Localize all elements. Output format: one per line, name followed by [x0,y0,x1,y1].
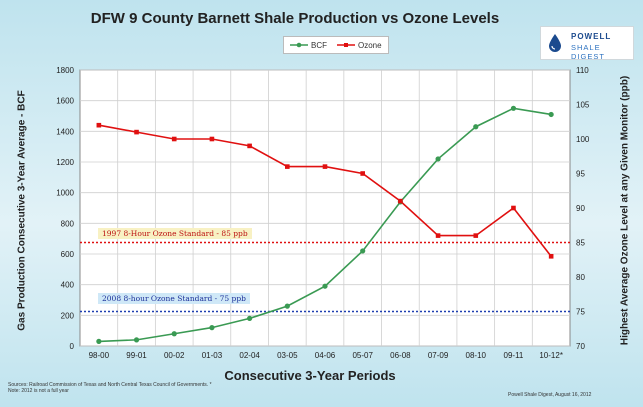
x-tick-label: 08-10 [466,351,487,360]
data-point-ozone [548,254,554,259]
logo-line-1: POWELL [571,32,612,41]
data-point-bcf [548,111,554,118]
y-right-tick-label: 105 [576,101,590,110]
data-point-bcf [510,105,517,111]
y-right-tick-label: 75 [576,308,585,317]
y-right-tick-label: 95 [576,170,585,179]
x-tick-label: 07-09 [428,351,449,360]
oil-drop-icon [549,34,561,52]
y-left-tick-label: 600 [61,250,75,259]
y-left-tick-label: 0 [70,342,75,351]
y-axis-right-label: Highest Average Ozone Level at any Given… [619,75,631,346]
y-right-tick-label: 110 [576,66,589,75]
y-left-tick-label: 200 [61,311,75,320]
y-right-tick-label: 80 [576,273,585,282]
legend-item-ozone: Ozone [337,41,382,50]
data-point-bcf [322,283,328,289]
y-left-tick-label: 1400 [56,127,74,136]
x-tick-label: 01-03 [202,351,223,360]
data-point-bcf [284,303,290,309]
legend-item-bcf: BCF [290,41,327,50]
x-tick-label: 06-08 [390,351,411,360]
data-point-bcf [209,325,215,331]
x-tick-label: 10-12* [539,351,563,360]
data-point-bcf [473,124,479,130]
chart-legend: BCF Ozone [283,36,389,54]
legend-swatch-ozone [337,43,355,47]
y-left-tick-label: 1600 [56,97,74,106]
data-point-ozone [360,171,365,176]
data-point-bcf [133,337,140,343]
data-point-ozone [435,233,441,238]
y-left-tick-label: 800 [61,219,75,228]
x-tick-label: 99-01 [126,351,147,360]
chart-title: DFW 9 County Barnett Shale Production vs… [90,10,500,27]
data-point-ozone [285,164,290,169]
y-left-tick-label: 400 [61,281,75,290]
y-left-tick-label: 1200 [56,158,74,167]
legend-label-ozone: Ozone [358,40,382,50]
x-tick-label: 98-00 [89,351,110,360]
data-point-bcf [96,338,102,344]
y-right-tick-label: 100 [576,135,590,144]
data-point-ozone [209,136,215,142]
data-point-bcf [435,156,441,162]
data-point-ozone [171,136,177,142]
data-point-ozone [473,233,479,238]
ozone-standard-85-label: 1997 8-Hour Ozone Standard - 85 ppb [98,228,252,239]
data-point-bcf [247,315,253,321]
x-tick-label: 04-06 [315,351,336,360]
data-point-bcf [171,331,177,337]
x-tick-label: 00-02 [164,351,185,360]
x-axis-label: Consecutive 3-Year Periods [224,368,396,383]
y-right-tick-label: 85 [576,239,585,248]
data-point-ozone [134,129,139,135]
y-left-tick-label: 1000 [56,189,74,198]
source-credit: Powell Shale Digest, August 16, 2012 [508,392,592,398]
data-point-ozone [96,122,102,128]
data-point-ozone [511,205,516,211]
logo-line-2: SHALE DIGEST [571,43,605,61]
data-point-ozone [247,143,252,149]
y-right-tick-label: 90 [576,204,585,213]
x-tick-label: 02-04 [239,351,260,360]
data-point-bcf [360,248,366,254]
data-point-ozone [322,164,328,169]
legend-label-bcf: BCF [311,40,327,50]
plot-area [79,69,571,347]
powell-shale-digest-logo: POWELL SHALE DIGEST [540,26,634,61]
y-left-tick-label: 1800 [56,66,74,75]
x-tick-label: 05-07 [352,351,373,360]
x-tick-label: 09-11 [504,351,524,360]
legend-swatch-bcf [290,42,308,48]
source-footnote: Sources: Railroad Commission of Texas an… [8,382,212,394]
data-point-ozone [398,198,403,204]
y-axis-left-label: Gas Production Consecutive 3-Year Averag… [16,90,28,331]
x-tick-label: 03-05 [277,351,298,360]
ozone-standard-75-label: 2008 8-hour Ozone Standard - 75 ppb [98,293,250,304]
y-right-tick-label: 70 [576,342,585,351]
